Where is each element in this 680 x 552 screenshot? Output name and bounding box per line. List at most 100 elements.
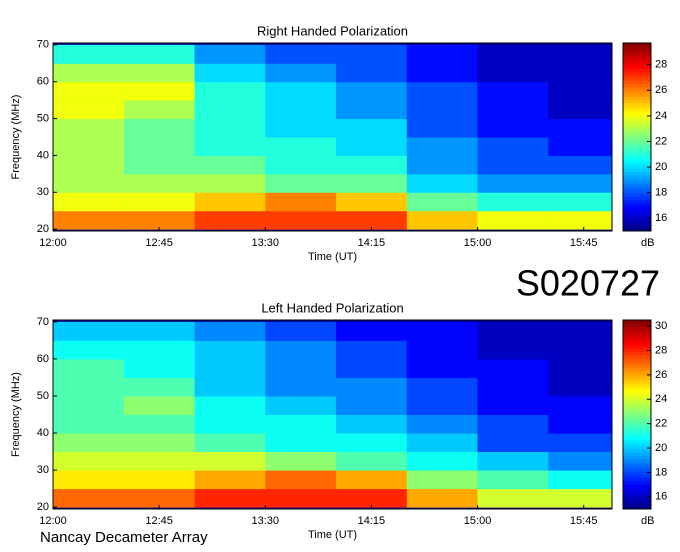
heat-cell <box>265 173 337 193</box>
colorbar-swatch <box>623 118 651 122</box>
colorbar-swatch <box>623 86 651 91</box>
heat-cell <box>53 155 125 175</box>
x-tick-label: 15:00 <box>464 515 492 527</box>
colorbar-tick-label: 22 <box>655 135 667 147</box>
colorbar-swatch <box>623 411 651 415</box>
heat-cell <box>265 433 337 453</box>
heat-cell <box>548 433 613 453</box>
colorbar-swatch <box>623 102 651 107</box>
colorbar-swatch <box>623 93 651 97</box>
heat-cell <box>53 63 125 83</box>
heat-cell <box>265 451 337 471</box>
heat-cell <box>265 377 337 397</box>
heat-cell <box>123 488 196 508</box>
colorbar-tick-label: 16 <box>655 491 667 503</box>
heat-cell <box>336 118 408 138</box>
colorbar-swatch <box>623 401 651 406</box>
heat-cell <box>477 377 549 397</box>
colorbar-swatch <box>623 99 651 104</box>
colorbar-swatch <box>623 427 651 431</box>
heat-cell <box>53 81 125 101</box>
heat-cell <box>477 451 549 471</box>
heat-cell <box>336 377 408 397</box>
heat-cell <box>265 100 337 120</box>
observation-code: S020727 <box>516 263 660 304</box>
heat-cell <box>406 358 479 378</box>
heat-cell <box>194 358 266 378</box>
heat-cell <box>336 81 408 101</box>
colorbar-swatch <box>623 499 651 504</box>
colorbar-swatch <box>623 483 651 488</box>
colorbar-tick-label: 22 <box>655 418 667 430</box>
colorbar-tick-label: 26 <box>655 369 667 381</box>
colorbar-swatch <box>623 430 651 434</box>
colorbar-swatch <box>623 165 651 169</box>
colorbar-swatch <box>623 215 651 219</box>
y-tick-label: 30 <box>37 186 49 198</box>
heat-cell <box>123 63 196 83</box>
colorbar-swatch <box>623 64 651 69</box>
heat-cell <box>548 451 613 471</box>
x-tick-label: 14:15 <box>358 237 386 249</box>
colorbar-frame <box>622 42 652 232</box>
heat-cell <box>194 433 266 453</box>
heat-cell <box>194 81 266 101</box>
colorbar-swatch <box>623 193 651 198</box>
heat-cell <box>53 470 125 490</box>
colorbar-swatch <box>623 130 651 135</box>
heat-cell <box>477 173 549 193</box>
heat-cell <box>53 488 125 508</box>
heat-cell <box>123 414 196 434</box>
colorbar-swatch <box>623 370 651 375</box>
heat-cell <box>548 321 613 341</box>
heat-cell <box>336 155 408 175</box>
colorbar-swatch <box>623 227 651 232</box>
y-tick-label: 50 <box>37 112 49 124</box>
colorbar-swatch <box>623 180 651 185</box>
colorbar-tick-label: 18 <box>655 187 667 199</box>
x-tick-label: 12:45 <box>145 515 173 527</box>
colorbar-swatch <box>623 449 651 453</box>
heat-cell <box>406 451 479 471</box>
heat-cell <box>265 63 337 83</box>
colorbar-swatch <box>623 386 651 390</box>
colorbar-swatch <box>623 171 651 176</box>
colorbar-swatch <box>623 184 651 188</box>
heat-cell <box>123 321 196 341</box>
heat-cell <box>53 173 125 193</box>
heat-cell <box>53 377 125 397</box>
heat-cell <box>336 321 408 341</box>
colorbar-swatch <box>623 202 651 207</box>
colorbar-swatch <box>623 455 651 460</box>
colorbar-tick-label: 18 <box>655 466 667 478</box>
heat-cell <box>336 137 408 156</box>
colorbar-swatch <box>623 477 651 482</box>
colorbar-swatch <box>623 162 651 166</box>
colorbar-swatch <box>623 71 651 75</box>
heat-cell <box>194 414 266 434</box>
heat-cell <box>123 173 196 193</box>
colorbar-swatch <box>623 146 651 151</box>
heat-cell <box>265 414 337 434</box>
colorbar-swatch <box>623 486 651 491</box>
heat-cell <box>194 118 266 138</box>
heat-cell <box>53 321 125 341</box>
heat-cell <box>477 137 549 156</box>
x-tick-label: 13:30 <box>252 515 280 527</box>
colorbar-swatch <box>623 442 651 447</box>
heat-cell <box>477 470 549 490</box>
heat-cell <box>123 155 196 175</box>
y-tick-label: 40 <box>37 149 49 161</box>
heat-cell <box>548 470 613 490</box>
colorbar-swatch <box>623 177 651 182</box>
colorbar-swatch <box>623 446 651 450</box>
heat-cell <box>406 100 479 120</box>
colorbar-swatch <box>623 61 651 66</box>
chart-title: Right Handed Polarization <box>257 23 408 38</box>
colorbar-swatch <box>623 502 651 507</box>
colorbar-swatch <box>623 83 651 88</box>
x-tick-label: 15:45 <box>570 237 598 249</box>
colorbar-swatch <box>623 43 651 47</box>
heat-cell <box>194 395 266 415</box>
